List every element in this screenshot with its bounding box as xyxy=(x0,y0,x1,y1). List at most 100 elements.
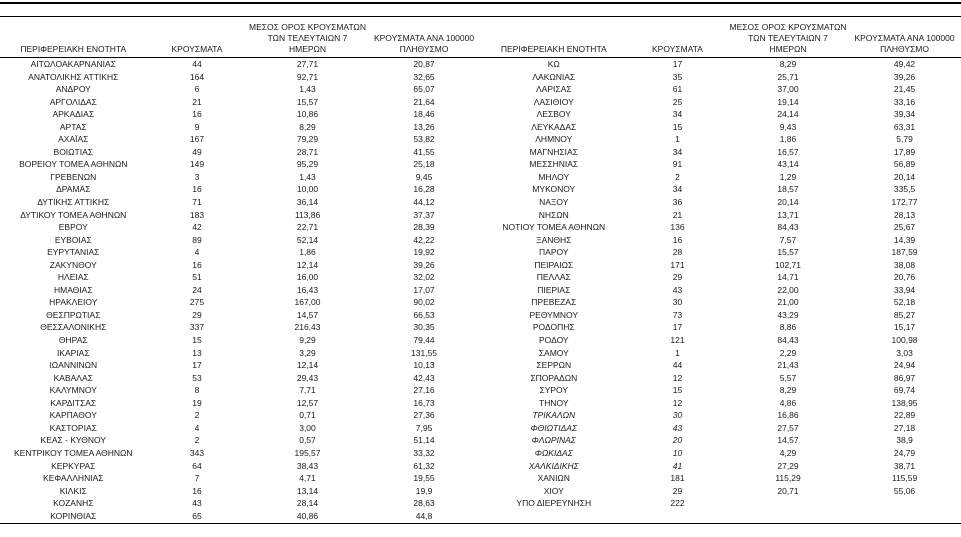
cases-value: 337 xyxy=(189,322,205,333)
region-name: ΗΡΑΚΛΕΙΟΥ xyxy=(49,297,98,308)
avg7-value: 4,29 xyxy=(779,447,797,458)
avg7-value: 92,71 xyxy=(296,71,319,82)
cases-value: 91 xyxy=(672,159,683,170)
avg7-value: 102,71 xyxy=(775,259,801,270)
region-name: ΠΕΙΡΑΙΩΣ xyxy=(534,259,574,270)
col-header-cases: ΚΡΟΥΣΜΑΤΑ xyxy=(627,17,728,58)
per100k-value: 9,45 xyxy=(415,171,433,182)
avg7-value: 21,00 xyxy=(777,297,799,308)
per100k-value: 32,65 xyxy=(413,71,435,82)
table-row: ΑΧΑΪΑΣ 167 79,29 53,82 xyxy=(0,133,481,146)
per100k-value: 28,39 xyxy=(413,222,435,233)
avg7-value: 28,71 xyxy=(296,146,319,157)
per100k-value: 52,18 xyxy=(893,297,916,308)
table-body-left: ΑΙΤΩΛΟΑΚΑΡΝΑΝΙΑΣ 44 27,71 20,87 ΑΝΑΤΟΛΙΚΗΣ Α… xyxy=(0,58,481,523)
region-name: ΔΡΑΜΑΣ xyxy=(56,184,91,195)
avg7-value: 14,71 xyxy=(777,272,799,283)
region-name: ΛΗΜΝΟΥ xyxy=(535,134,573,145)
per100k-value: 51,14 xyxy=(413,435,435,446)
region-name: ΚΕΦΑΛΛΗΝΙΑΣ xyxy=(43,473,104,484)
cases-value: 43 xyxy=(672,284,683,295)
region-name: ΜΑΓΝΗΣΙΑΣ xyxy=(529,146,578,157)
per100k-value: 66,53 xyxy=(413,309,435,320)
table-row: ΞΑΝΘΗΣ 16 7,57 14,39 xyxy=(481,234,961,247)
region-name: ΚΑΛΥΜΝΟΥ xyxy=(49,385,97,396)
region-name: ΣΥΡΟΥ xyxy=(539,385,569,396)
per100k-value: 33,16 xyxy=(893,96,916,107)
col-header-per100k: ΚΡΟΥΣΜΑΤΑ ΑΝΑ 100000 ΠΛΗΘΥΣΜΟ xyxy=(848,17,961,58)
cases-value: 36 xyxy=(672,197,683,208)
per100k-value: 21,45 xyxy=(893,84,916,95)
table-row: ΧΑΛΚΙΔΙΚΗΣ 41 27,29 38,71 xyxy=(481,460,961,473)
table-row: ΚΑΛΥΜΝΟΥ 8 7,71 27,16 xyxy=(0,384,481,397)
table-row: ΣΥΡΟΥ 15 8,29 69,74 xyxy=(481,384,961,397)
table-row: ΚΑΣΤΟΡΙΑΣ 4 3,00 7,95 xyxy=(0,422,481,435)
table-row: ΦΛΩΡΙΝΑΣ 20 14,57 38,9 xyxy=(481,434,961,447)
per100k-value: 27,36 xyxy=(413,410,435,421)
cases-value: 42 xyxy=(192,222,202,233)
region-name: ΔΥΤΙΚΗΣ ΑΤΤΙΚΗΣ xyxy=(37,197,110,208)
avg7-value: 38,43 xyxy=(296,460,319,471)
table-row: ΚΟΡΙΝΘΙΑΣ 65 40,86 44,8 xyxy=(0,510,481,523)
cases-value: 24 xyxy=(192,284,202,295)
region-name: ΛΑΣΙΘΙΟΥ xyxy=(533,96,574,107)
cases-value: 136 xyxy=(670,222,685,233)
avg7-value: 19,14 xyxy=(777,96,799,107)
region-name: ΜΥΚΟΝΟΥ xyxy=(532,184,576,195)
table-header: ΠΕΡΙΦΕΡΕΙΑΚΗ ΕΝΟΤΗΤΑ ΚΡΟΥΣΜΑΤΑ ΜΕΣΟΣ ΟΡΟ… xyxy=(0,17,481,58)
region-name: ΑΡΚΑΔΙΑΣ xyxy=(52,109,95,120)
avg7-value: 22,71 xyxy=(296,222,319,233)
per100k-value: 25,67 xyxy=(893,222,916,233)
col-header-cases: ΚΡΟΥΣΜΑΤΑ xyxy=(146,17,248,58)
table-row: ΣΠΟΡΑΔΩΝ 12 5,57 86,97 xyxy=(481,372,961,385)
avg7-value: 8,86 xyxy=(779,322,797,333)
region-name: ΦΘΙΩΤΙΔΑΣ xyxy=(530,422,578,433)
avg7-value: 29,43 xyxy=(296,372,319,383)
table-row: ΠΙΕΡΙΑΣ 43 22,00 33,94 xyxy=(481,284,961,297)
avg7-value: 3,29 xyxy=(299,347,316,358)
table-row: ΧΙΟΥ 29 20,71 55,06 xyxy=(481,485,961,498)
per100k-value: 65,07 xyxy=(413,84,435,95)
region-name: ΚΟΡΙΝΘΙΑΣ xyxy=(50,510,97,521)
region-name: ΝΟΤΙΟΥ ΤΟΜΕΑ ΑΘΗΝΩΝ xyxy=(502,222,606,233)
per100k-value: 53,82 xyxy=(413,134,435,145)
region-name: ΡΟΔΟΠΗΣ xyxy=(532,322,575,333)
per100k-value: 17,89 xyxy=(893,146,916,157)
per100k-value: 19,55 xyxy=(413,473,435,484)
cases-value: 51 xyxy=(192,272,202,283)
cases-value: 4 xyxy=(194,247,200,258)
per100k-value: 172,77 xyxy=(891,197,918,208)
avg7-value: 84,43 xyxy=(777,222,799,233)
cases-value: 30 xyxy=(672,297,683,308)
cases-value: 1 xyxy=(675,347,680,358)
per100k-value: 27,18 xyxy=(893,422,916,433)
avg7-value: 40,86 xyxy=(296,510,319,521)
cases-value: 16 xyxy=(192,259,202,270)
table-row: ΚΕΦΑΛΛΗΝΙΑΣ 7 4,71 19,55 xyxy=(0,472,481,485)
table-row: ΚΑΡΔΙΤΣΑΣ 19 12,57 16,73 xyxy=(0,397,481,410)
avg7-value: 36,14 xyxy=(296,197,319,208)
per100k-value: 42,43 xyxy=(413,372,435,383)
region-name: ΑΙΤΩΛΟΑΚΑΡΝΑΝΙΑΣ xyxy=(30,59,116,69)
region-name: ΣΠΟΡΑΔΩΝ xyxy=(530,372,578,383)
cases-value: 34 xyxy=(672,146,683,157)
per100k-value: 33,94 xyxy=(893,284,916,295)
table-row: ΑΡΓΟΛΙΔΑΣ 21 15,57 21,64 xyxy=(0,96,481,109)
cases-value: 20 xyxy=(672,435,683,446)
per100k-value: 15,17 xyxy=(893,322,916,333)
cases-value: 171 xyxy=(670,259,685,270)
table-row: ΚΑΡΠΑΘΟΥ 2 0,71 27,36 xyxy=(0,409,481,422)
table-row: ΚΑΒΑΛΑΣ 53 29,43 42,43 xyxy=(0,372,481,385)
region-name: ΑΝΔΡΟΥ xyxy=(55,84,91,95)
table-row: ΜΥΚΟΝΟΥ 34 18,57 335,5 xyxy=(481,183,961,196)
cases-value: 4 xyxy=(194,422,200,433)
region-name: ΠΡΕΒΕΖΑΣ xyxy=(531,297,577,308)
avg7-value: 9,29 xyxy=(299,335,316,346)
cases-value: 1 xyxy=(675,134,680,145)
avg7-value: 14,57 xyxy=(296,309,319,320)
avg7-value: 1,43 xyxy=(299,84,316,95)
avg7-value: 13,71 xyxy=(777,209,799,220)
region-name: ΜΗΛΟΥ xyxy=(538,171,570,182)
table-row: ΔΥΤΙΚΗΣ ΑΤΤΙΚΗΣ 71 36,14 44,12 xyxy=(0,196,481,209)
per100k-value: 39,26 xyxy=(413,259,435,270)
